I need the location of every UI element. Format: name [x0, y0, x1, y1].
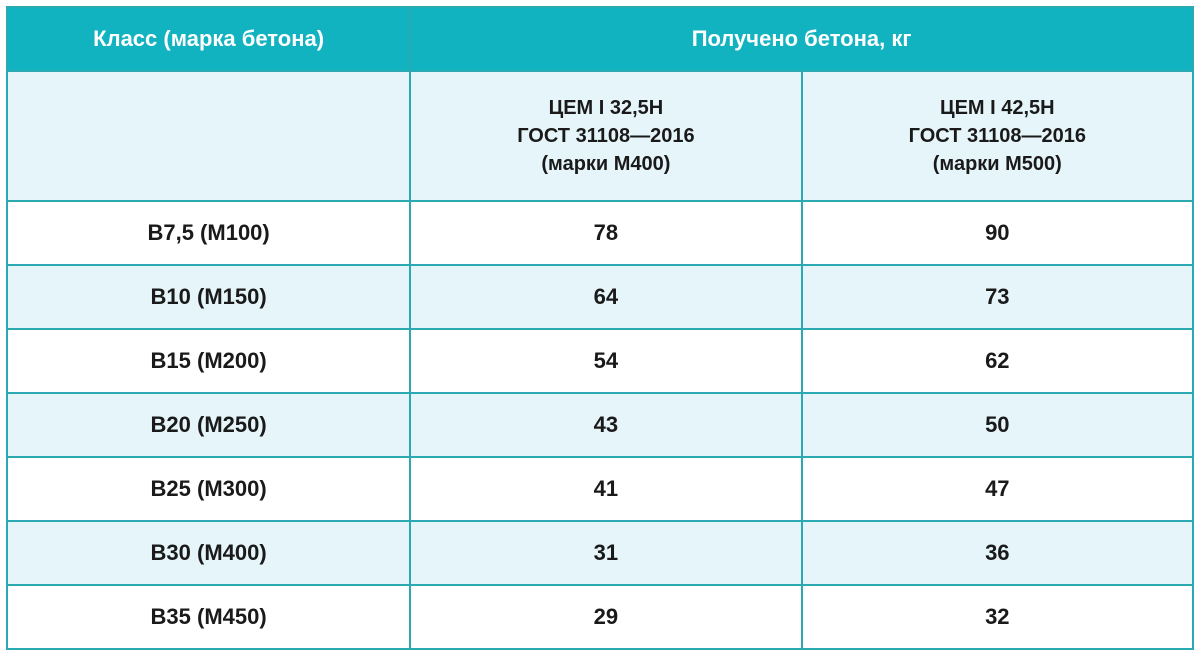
cell-m400: 78: [410, 201, 801, 265]
cell-m500: 47: [802, 457, 1193, 521]
table-row: В7,5 (М100) 78 90: [7, 201, 1193, 265]
cell-class: В15 (М200): [7, 329, 410, 393]
cem500-line2: ГОСТ 31108—2016: [909, 125, 1086, 147]
cell-m500: 62: [802, 329, 1193, 393]
cell-m400: 31: [410, 521, 801, 585]
cell-m500: 90: [802, 201, 1193, 265]
cell-m400: 43: [410, 393, 801, 457]
concrete-yield-table: Класс (марка бетона) Получено бетона, кг…: [6, 6, 1194, 650]
header-class: Класс (марка бетона): [7, 7, 410, 71]
cell-m500: 32: [802, 585, 1193, 649]
cem500-line3: (марки М500): [933, 153, 1062, 175]
cell-class: В25 (М300): [7, 457, 410, 521]
cell-class: В10 (М150): [7, 265, 410, 329]
table-row: В30 (М400) 31 36: [7, 521, 1193, 585]
cell-class: В30 (М400): [7, 521, 410, 585]
cell-m500: 73: [802, 265, 1193, 329]
cell-m500: 36: [802, 521, 1193, 585]
cell-m400: 64: [410, 265, 801, 329]
cell-class: В7,5 (М100): [7, 201, 410, 265]
header-row: Класс (марка бетона) Получено бетона, кг: [7, 7, 1193, 71]
table-row: В35 (М450) 29 32: [7, 585, 1193, 649]
cem400-line3: (марки М400): [541, 153, 670, 175]
cell-m400: 41: [410, 457, 801, 521]
table-row: В25 (М300) 41 47: [7, 457, 1193, 521]
table-row: В20 (М250) 43 50: [7, 393, 1193, 457]
cell-m500: 50: [802, 393, 1193, 457]
subheader-cem400: ЦЕМ I 32,5Н ГОСТ 31108—2016 (марки М400): [410, 71, 801, 201]
cell-class: В20 (М250): [7, 393, 410, 457]
cell-m400: 29: [410, 585, 801, 649]
cem400-line1: ЦЕМ I 32,5Н: [549, 97, 664, 119]
cell-m400: 54: [410, 329, 801, 393]
table-row: В15 (М200) 54 62: [7, 329, 1193, 393]
subheader-empty: [7, 71, 410, 201]
subheader-cem500: ЦЕМ I 42,5Н ГОСТ 31108—2016 (марки М500): [802, 71, 1193, 201]
subheader-row: ЦЕМ I 32,5Н ГОСТ 31108—2016 (марки М400)…: [7, 71, 1193, 201]
table-row: В10 (М150) 64 73: [7, 265, 1193, 329]
header-yield: Получено бетона, кг: [410, 7, 1193, 71]
cem500-line1: ЦЕМ I 42,5Н: [940, 97, 1055, 119]
cem400-line2: ГОСТ 31108—2016: [517, 125, 694, 147]
cell-class: В35 (М450): [7, 585, 410, 649]
